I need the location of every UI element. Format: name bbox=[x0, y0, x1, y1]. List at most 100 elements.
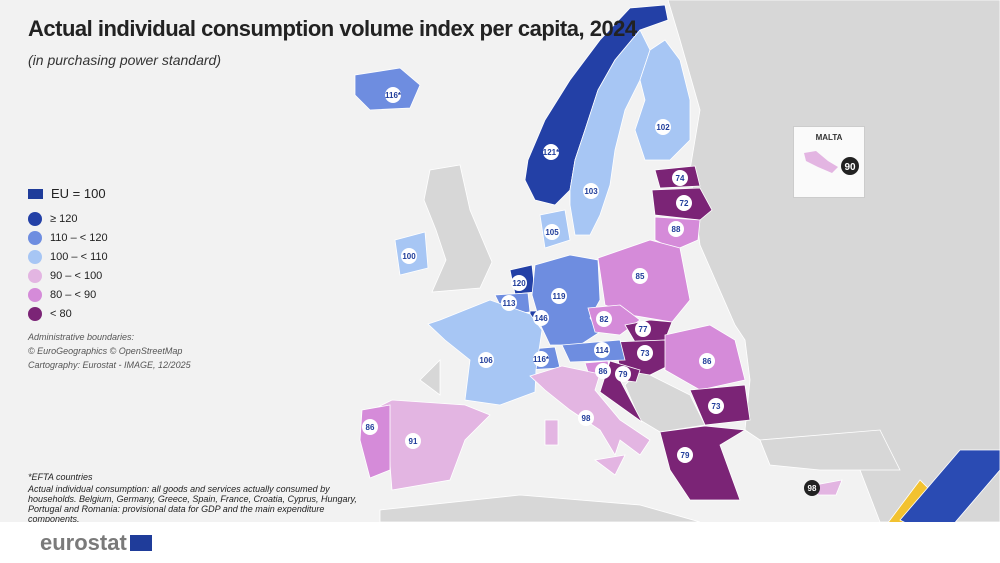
malta-inset: MALTA 90 bbox=[793, 126, 865, 198]
value-label: 103 bbox=[584, 187, 598, 196]
country-region bbox=[354, 67, 421, 111]
legend-item: ≥ 120 bbox=[28, 209, 108, 228]
value-label: 116* bbox=[533, 355, 550, 364]
decorative-stripe bbox=[899, 449, 1000, 522]
eu-flag-icon bbox=[28, 188, 43, 199]
value-marker bbox=[578, 410, 594, 426]
value-marker bbox=[708, 398, 724, 414]
value-marker bbox=[672, 170, 688, 186]
value-label: 73 bbox=[712, 402, 721, 411]
legend-swatch bbox=[28, 268, 42, 283]
legend-label: ≥ 120 bbox=[50, 212, 78, 225]
value-label: 74 bbox=[676, 174, 685, 183]
legend-item: 110 – < 120 bbox=[28, 228, 108, 247]
value-marker bbox=[543, 144, 559, 160]
value-label: 116* bbox=[385, 91, 402, 100]
credits-line: Cartography: Eurostat - IMAGE, 12/2025 bbox=[28, 360, 191, 370]
legend-label: < 80 bbox=[50, 307, 72, 320]
non-eu-land bbox=[423, 164, 493, 293]
value-label: 146 bbox=[534, 314, 548, 323]
value-label: 79 bbox=[619, 370, 628, 379]
non-eu-land bbox=[759, 429, 901, 471]
malta-inset-title: MALTA bbox=[815, 133, 843, 142]
non-eu-land bbox=[379, 494, 701, 522]
value-label: 77 bbox=[639, 325, 648, 334]
country-region bbox=[531, 254, 601, 346]
credits-line: Administrative boundaries: bbox=[28, 332, 135, 342]
eu-flag-icon bbox=[129, 535, 152, 551]
legend-item: < 80 bbox=[28, 304, 108, 323]
value-label: 120 bbox=[512, 279, 526, 288]
value-marker bbox=[478, 352, 494, 368]
value-label: 98 bbox=[582, 414, 591, 423]
legend-swatch bbox=[28, 230, 42, 245]
value-label: 88 bbox=[672, 225, 681, 234]
legend-item: 100 – < 110 bbox=[28, 247, 108, 266]
legend-swatch bbox=[28, 287, 42, 302]
value-marker bbox=[655, 119, 671, 135]
value-label: 119 bbox=[553, 292, 566, 301]
value-marker bbox=[595, 363, 611, 379]
value-marker bbox=[362, 419, 378, 435]
value-label: 86 bbox=[366, 423, 375, 432]
value-marker bbox=[699, 353, 715, 369]
value-marker bbox=[677, 447, 693, 463]
value-marker bbox=[533, 310, 549, 326]
value-marker bbox=[385, 87, 401, 103]
value-marker bbox=[583, 183, 599, 199]
value-label: 91 bbox=[409, 437, 418, 446]
map-title: Actual individual consumption volume ind… bbox=[28, 16, 637, 41]
legend: EU = 100 ≥ 120 110 – < 120 100 – < 110 90 –… bbox=[28, 186, 108, 323]
footer bbox=[0, 522, 1000, 563]
value-label: 82 bbox=[600, 315, 609, 324]
value-label: 86 bbox=[703, 357, 712, 366]
value-label: 114 bbox=[596, 346, 609, 355]
value-marker bbox=[632, 268, 648, 284]
non-eu-land bbox=[419, 359, 441, 396]
eurostat-logo: eurostat bbox=[40, 530, 152, 556]
country-region bbox=[359, 404, 391, 479]
legend-reference: EU = 100 bbox=[51, 186, 106, 201]
legend-item: 90 – < 100 bbox=[28, 266, 108, 285]
europe-map: 116* 121* 103 102 74 72 88 105 100 120 113 146 119 85… bbox=[354, 0, 1000, 522]
value-marker bbox=[594, 342, 610, 358]
legend-swatch bbox=[28, 211, 42, 226]
value-marker bbox=[405, 433, 421, 449]
legend-item: 80 – < 90 bbox=[28, 285, 108, 304]
value-marker bbox=[676, 195, 692, 211]
value-label: 100 bbox=[402, 252, 416, 261]
country-region bbox=[544, 419, 559, 446]
cyprus-value: 98 bbox=[808, 484, 817, 493]
value-label: 121* bbox=[543, 148, 560, 157]
value-label: 73 bbox=[641, 349, 650, 358]
value-label: 72 bbox=[680, 199, 689, 208]
value-marker bbox=[533, 351, 549, 367]
value-marker bbox=[635, 321, 651, 337]
footnotes: *EFTA countries Actual individual consum… bbox=[28, 472, 368, 524]
value-marker bbox=[511, 275, 527, 291]
value-label: 113 bbox=[503, 299, 516, 308]
value-label: 102 bbox=[656, 123, 670, 132]
cyprus-value-marker bbox=[804, 480, 820, 496]
value-marker bbox=[668, 221, 684, 237]
legend-swatch bbox=[28, 306, 42, 321]
value-marker bbox=[501, 295, 517, 311]
value-marker bbox=[544, 224, 560, 240]
country-region bbox=[659, 425, 747, 501]
value-label: 86 bbox=[599, 367, 608, 376]
malta-shape bbox=[804, 151, 838, 173]
credits-line: © EuroGeographics © OpenStreetMap bbox=[28, 346, 183, 356]
legend-label: 110 – < 120 bbox=[50, 231, 108, 244]
country-region bbox=[634, 39, 691, 161]
country-region bbox=[594, 454, 626, 476]
value-marker bbox=[615, 366, 631, 382]
legend-label: 90 – < 100 bbox=[50, 269, 103, 282]
credits: Administrative boundaries: © EuroGeograp… bbox=[28, 330, 191, 372]
legend-swatch bbox=[28, 249, 42, 264]
footnote-definition: Actual individual consumption: all goods… bbox=[28, 484, 357, 524]
legend-label: 80 – < 90 bbox=[50, 288, 97, 301]
value-label: 85 bbox=[636, 272, 645, 281]
value-label: 79 bbox=[681, 451, 690, 460]
value-marker bbox=[551, 288, 567, 304]
